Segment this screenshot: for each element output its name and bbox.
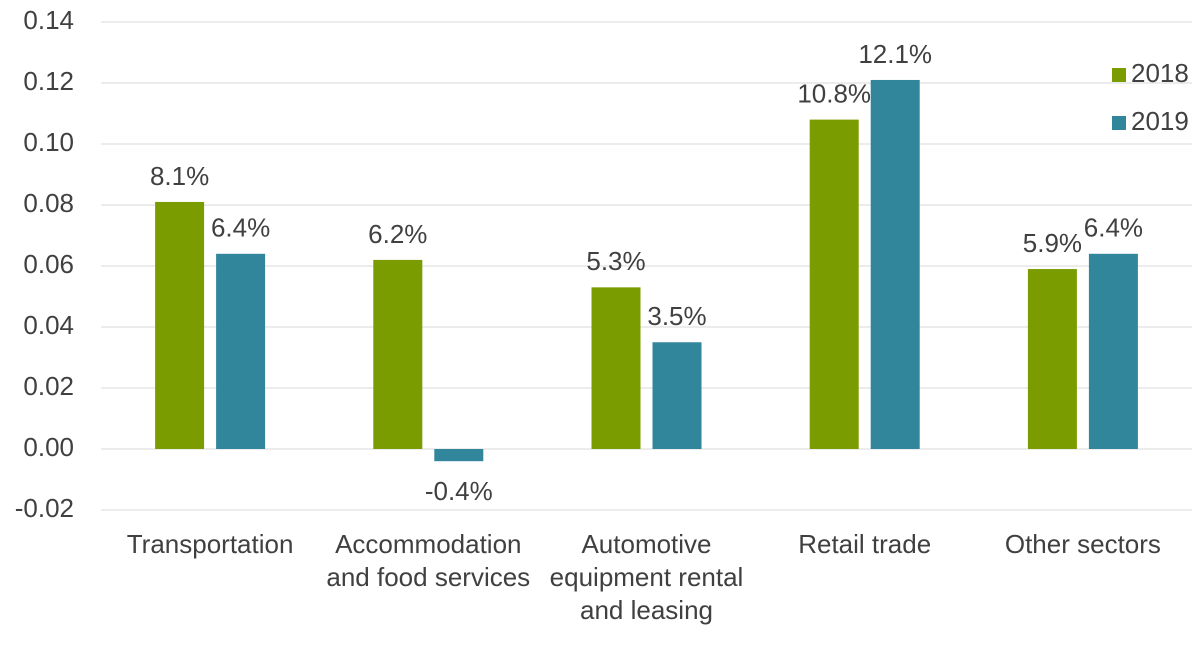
value-label: -0.4%: [425, 476, 493, 506]
legend-swatch: [1112, 68, 1126, 82]
value-label: 12.1%: [858, 39, 932, 69]
legend-label: 2018: [1131, 58, 1189, 88]
y-tick-label: 0.08: [23, 188, 74, 218]
y-tick-label: -0.02: [15, 493, 74, 523]
y-tick-label: 0.02: [23, 371, 74, 401]
x-tick-label: Automotive equipment rental and leasing: [550, 529, 744, 625]
x-tick-label: Accommodation and food services: [326, 529, 530, 592]
bar: [155, 201, 205, 449]
y-tick-label: 0.14: [23, 5, 74, 35]
x-tick-label: Other sectors: [1005, 529, 1161, 559]
y-tick-label: 0.12: [23, 66, 74, 96]
bar: [1027, 269, 1077, 449]
value-label: 5.9%: [1023, 228, 1082, 258]
y-tick-label: 0.06: [23, 249, 74, 279]
bar: [870, 79, 920, 449]
value-label: 6.4%: [211, 213, 270, 243]
y-tick-label: 0.04: [23, 310, 74, 340]
value-label: 6.2%: [368, 219, 427, 249]
legend-label: 2019: [1131, 106, 1189, 136]
value-label: 10.8%: [797, 78, 871, 108]
value-label: 5.3%: [586, 246, 645, 276]
bar: [652, 342, 702, 449]
bar: [591, 287, 641, 449]
y-tick-label: 0.10: [23, 127, 74, 157]
y-tick-label: 0.00: [23, 432, 74, 462]
bar: [809, 119, 859, 449]
bar: [216, 253, 266, 449]
value-label: 8.1%: [150, 161, 209, 191]
legend-swatch: [1112, 116, 1126, 130]
x-tick-label: Transportation: [127, 529, 294, 559]
x-tick-label: Retail trade: [798, 529, 931, 559]
bar: [434, 449, 484, 462]
bar: [373, 259, 423, 449]
bar: [1088, 253, 1138, 449]
value-label: 6.4%: [1084, 213, 1143, 243]
value-label: 3.5%: [647, 301, 706, 331]
